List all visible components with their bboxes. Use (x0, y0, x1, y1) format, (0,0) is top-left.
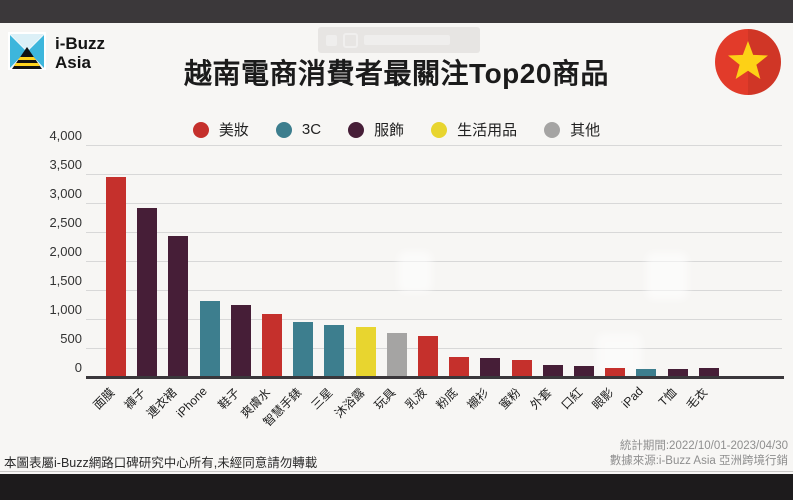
bar-外套 (542, 365, 563, 377)
ibuzz-logo-icon (8, 32, 46, 70)
legend-swatch (544, 121, 561, 138)
bar-沐浴露 (355, 327, 376, 377)
bar-褲子 (137, 207, 158, 377)
watermark-text-blur (364, 35, 450, 45)
bottom-bar (0, 474, 793, 500)
bar-三星 (324, 324, 345, 377)
legend-item-2: 3C (275, 121, 322, 138)
bar-連衣裙 (168, 236, 189, 377)
legend-label: 生活用品 (457, 122, 518, 139)
legend-item-5: 其他 (544, 119, 600, 140)
legend-swatch (348, 121, 365, 138)
y-axis-tick: 0 (74, 360, 82, 375)
y-axis-tick: 3,500 (49, 157, 82, 172)
legend-item-3: 服飾 (348, 119, 404, 140)
y-axis-tick: 3,000 (49, 186, 82, 201)
legend-item-4: 生活用品 (431, 119, 517, 140)
legend-item-1: 美妝 (192, 119, 249, 140)
legend: 美妝 3C 服飾 生活用品 其他 (0, 119, 793, 140)
bar-粉底 (449, 357, 470, 377)
bar-口紅 (574, 365, 594, 377)
bar-面膜 (106, 176, 126, 377)
legend-swatch (192, 121, 209, 138)
gridline-3000 (86, 203, 782, 204)
watermark-badge (318, 27, 480, 53)
bar-蜜粉 (511, 359, 532, 377)
legend-swatch (275, 121, 292, 138)
legend-label: 美妝 (218, 122, 249, 139)
legend-label: 3C (301, 121, 322, 138)
stat-period: 統計期間:2022/10/01-2023/04/30 (619, 440, 788, 452)
bar-T恤 (667, 368, 688, 377)
gridline-2500 (86, 232, 782, 233)
legend-label: 服飾 (374, 122, 405, 139)
bar-智慧手錶 (293, 322, 314, 377)
brand-name: i-Buzz (55, 34, 106, 53)
y-axis-tick: 1,000 (49, 302, 82, 317)
gridline-1500 (86, 290, 782, 291)
bar-玩具 (386, 332, 407, 377)
y-axis-tick: 2,000 (49, 244, 82, 259)
vietnam-flag-icon (715, 29, 781, 95)
bar-毛衣 (698, 368, 719, 377)
y-axis-tick: 500 (60, 331, 82, 346)
brand-logo-block: i-Buzz Asia (8, 32, 105, 72)
y-axis-tick: 2,500 (49, 215, 82, 230)
y-axis-tick: 1,500 (49, 273, 82, 288)
x-axis-line (86, 376, 784, 379)
top-bar (0, 0, 793, 23)
photo-watermark (646, 252, 688, 300)
bar-乳液 (418, 336, 438, 377)
gridline-3500 (86, 174, 782, 175)
photo-watermark (398, 251, 432, 293)
bar-眼影 (605, 367, 626, 377)
bar-鞋子 (230, 304, 251, 377)
gridline-2000 (86, 261, 782, 262)
gridline-4000 (86, 145, 782, 146)
bar-iPad (636, 369, 657, 377)
footer-divider (0, 471, 793, 472)
bar-襯衫 (480, 358, 501, 377)
brand-region: Asia (55, 53, 91, 72)
bar-爽膚水 (262, 313, 282, 377)
bar-iPhone (199, 301, 220, 377)
copyright-note: 本圖表屬i-Buzz網路口碑研究中心所有,未經同意請勿轉載 (4, 456, 318, 470)
watermark-glyph (326, 34, 337, 46)
legend-swatch (431, 121, 448, 138)
watermark-icon (343, 32, 358, 48)
chart-title: 越南電商消費者最關注Top20商品 (184, 58, 609, 89)
flag-star (728, 41, 768, 79)
data-source: 數據來源:i-Buzz Asia 亞洲跨境行銷 (609, 455, 788, 467)
data-source-block: 統計期間:2022/10/01-2023/04/30 數據來源:i-Buzz A… (610, 439, 788, 469)
gridline-1000 (86, 319, 782, 320)
y-axis-tick: 4,000 (49, 128, 82, 143)
legend-label: 其他 (570, 122, 601, 139)
